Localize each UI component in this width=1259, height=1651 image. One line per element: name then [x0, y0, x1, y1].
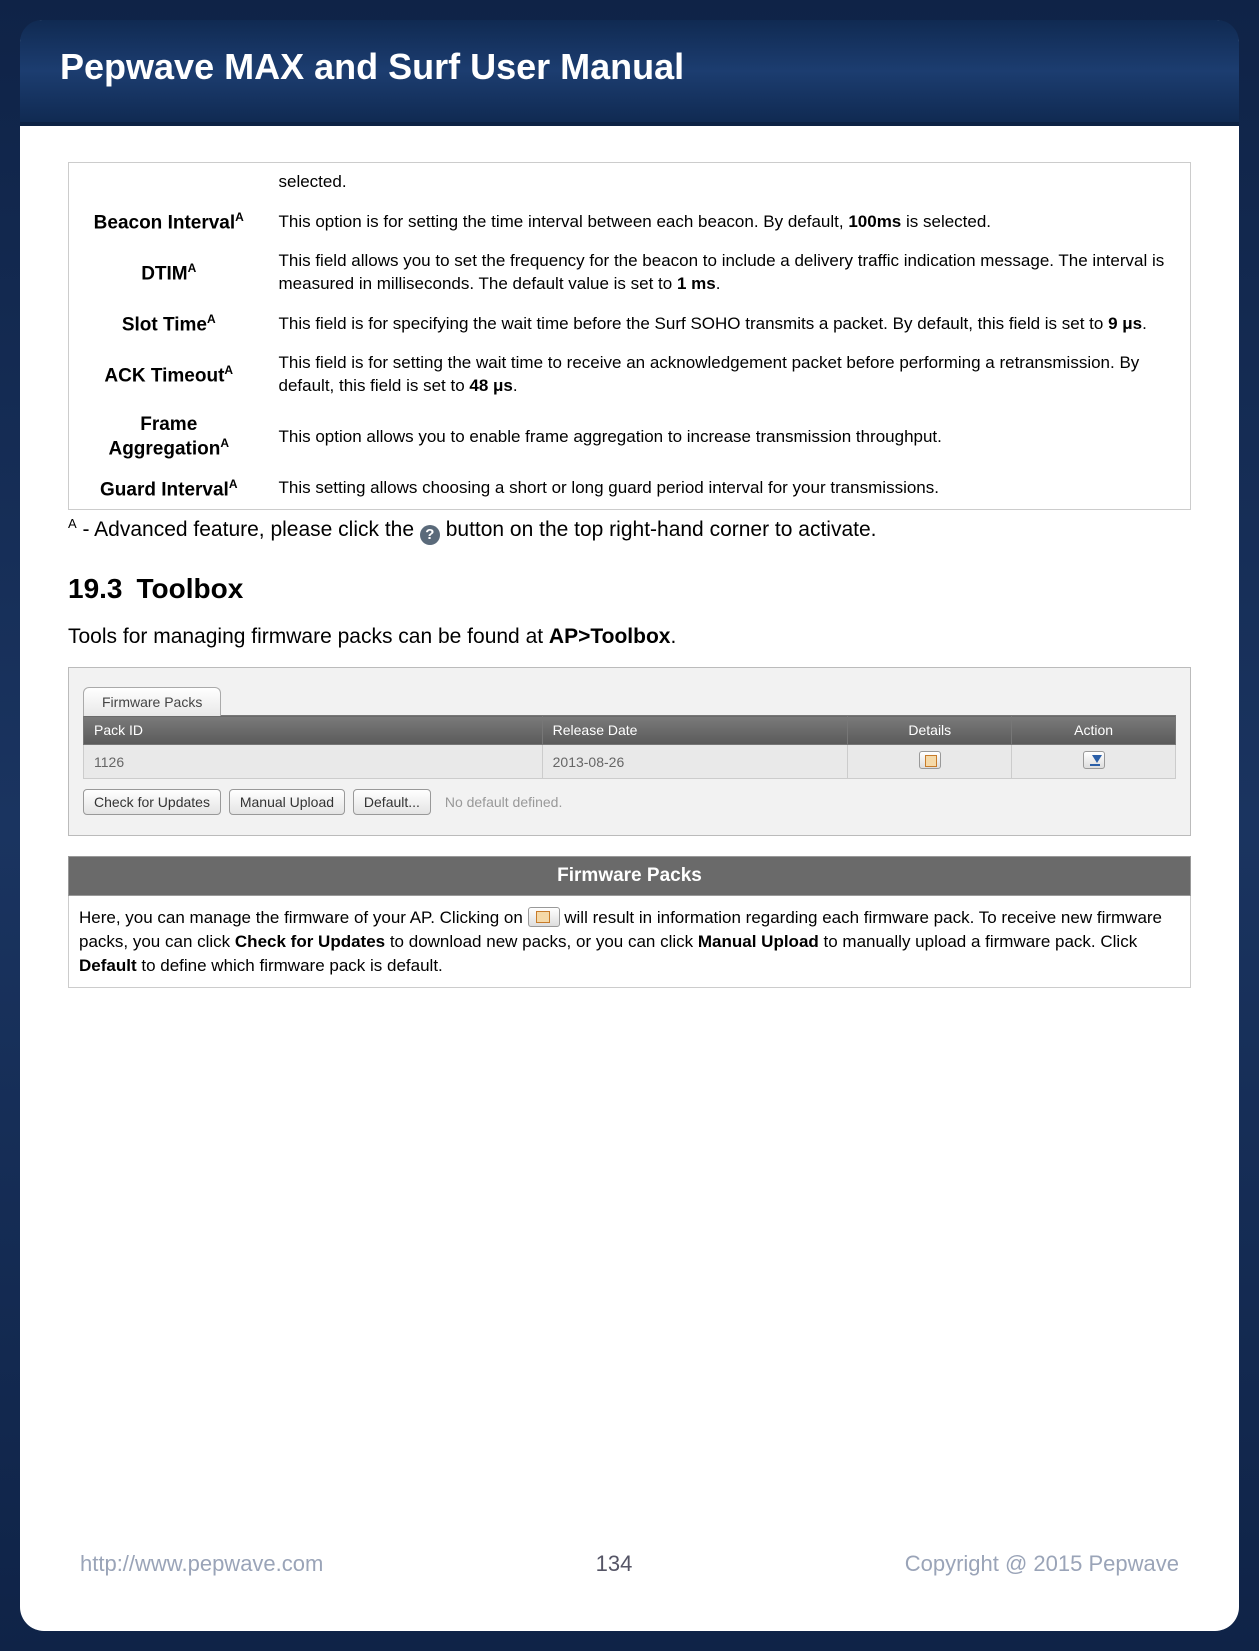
- tab-firmware-packs[interactable]: Firmware Packs: [83, 687, 221, 716]
- cell-label: Guard IntervalA: [69, 469, 269, 510]
- col-action: Action: [1012, 716, 1176, 745]
- table-row: Guard IntervalA This setting allows choo…: [69, 469, 1191, 510]
- download-icon[interactable]: [1083, 751, 1105, 769]
- content: selected. Beacon IntervalA This option i…: [20, 126, 1239, 988]
- manual-upload-button[interactable]: Manual Upload: [229, 789, 345, 815]
- settings-table: selected. Beacon IntervalA This option i…: [68, 162, 1191, 510]
- header-band: Pepwave MAX and Surf User Manual: [20, 20, 1239, 126]
- cell-desc: This field allows you to set the frequen…: [269, 242, 1191, 304]
- footer-page-number: 134: [596, 1551, 633, 1577]
- table-row: DTIMA This field allows you to set the f…: [69, 242, 1191, 304]
- details-icon[interactable]: [919, 751, 941, 769]
- intro-para: Tools for managing firmware packs can be…: [68, 625, 1191, 649]
- firmware-buttons-row: Check for Updates Manual Upload Default.…: [83, 789, 1176, 815]
- table-header-row: Pack ID Release Date Details Action: [84, 716, 1176, 745]
- footer: http://www.pepwave.com 134 Copyright @ 2…: [20, 1551, 1239, 1577]
- cell-label: ACK TimeoutA: [69, 344, 269, 406]
- cell-pack-id: 1126: [84, 745, 543, 779]
- table-row: Frame AggregationA This option allows yo…: [69, 406, 1191, 468]
- firmware-packs-screenshot: Firmware Packs Pack ID Release Date Deta…: [68, 667, 1191, 836]
- col-details: Details: [848, 716, 1012, 745]
- cell-label: Slot TimeA: [69, 304, 269, 344]
- help-icon[interactable]: ?: [420, 525, 440, 545]
- cell-desc: This option allows you to enable frame a…: [269, 406, 1191, 468]
- table-row: selected.: [69, 163, 1191, 202]
- firmware-packs-section-body: Here, you can manage the firmware of you…: [68, 896, 1191, 988]
- table-row: Beacon IntervalA This option is for sett…: [69, 202, 1191, 242]
- firmware-packs-section-title: Firmware Packs: [68, 856, 1191, 896]
- table-row: ACK TimeoutA This field is for setting t…: [69, 344, 1191, 406]
- cell-label: DTIMA: [69, 242, 269, 304]
- firmware-table: Pack ID Release Date Details Action 1126…: [83, 715, 1176, 779]
- col-release-date: Release Date: [542, 716, 848, 745]
- no-default-text: No default defined.: [445, 794, 563, 810]
- footer-url: http://www.pepwave.com: [80, 1551, 323, 1577]
- section-heading: 19.3Toolbox: [68, 573, 1191, 605]
- cell-desc: selected.: [269, 163, 1191, 202]
- default-button[interactable]: Default...: [353, 789, 431, 815]
- cell-desc: This option is for setting the time inte…: [269, 202, 1191, 242]
- cell-label: Frame AggregationA: [69, 406, 269, 468]
- col-pack-id: Pack ID: [84, 716, 543, 745]
- cell-action: [1012, 745, 1176, 779]
- page-title: Pepwave MAX and Surf User Manual: [60, 46, 1199, 88]
- footer-copyright: Copyright @ 2015 Pepwave: [905, 1551, 1179, 1577]
- edit-icon[interactable]: [528, 907, 560, 927]
- page: Pepwave MAX and Surf User Manual selecte…: [20, 20, 1239, 1631]
- table-row: Slot TimeA This field is for specifying …: [69, 304, 1191, 344]
- footnote: A - Advanced feature, please click the ?…: [68, 516, 1191, 545]
- cell-desc: This field is for specifying the wait ti…: [269, 304, 1191, 344]
- cell-label: Beacon IntervalA: [69, 202, 269, 242]
- cell-release-date: 2013-08-26: [542, 745, 848, 779]
- cell-desc: This field is for setting the wait time …: [269, 344, 1191, 406]
- check-updates-button[interactable]: Check for Updates: [83, 789, 221, 815]
- cell-details: [848, 745, 1012, 779]
- cell-desc: This setting allows choosing a short or …: [269, 469, 1191, 510]
- table-row: 1126 2013-08-26: [84, 745, 1176, 779]
